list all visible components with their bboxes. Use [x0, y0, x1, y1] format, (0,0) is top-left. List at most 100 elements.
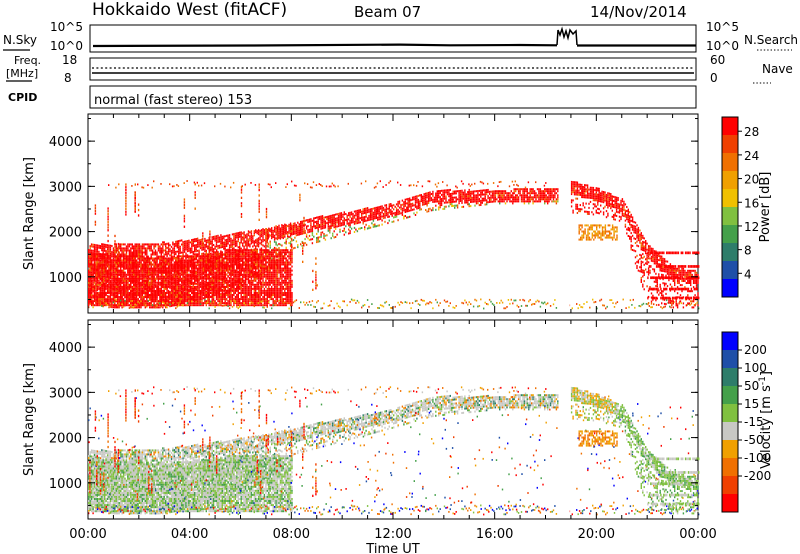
- data-cell: [535, 194, 537, 197]
- data-cell: [169, 269, 171, 272]
- data-cell: [379, 217, 382, 220]
- data-cell: [163, 267, 165, 270]
- data-cell: [93, 250, 96, 252]
- data-cell: [169, 285, 171, 288]
- data-cell: [512, 194, 514, 197]
- data-cell: [105, 285, 107, 288]
- data-cell: [503, 198, 505, 201]
- data-cell: [138, 306, 141, 309]
- data-cell: [462, 197, 465, 200]
- data-cell: [493, 190, 495, 193]
- data-cell: [265, 232, 267, 235]
- data-cell: [127, 261, 129, 264]
- data-cell: [120, 261, 122, 264]
- data-cell: [416, 197, 418, 200]
- data-cell: [332, 214, 334, 217]
- data-cell: [327, 221, 329, 224]
- data-cell: [120, 273, 122, 276]
- data-cell: [305, 233, 308, 236]
- data-cell: [316, 222, 318, 225]
- data-cell: [224, 251, 226, 254]
- data-cell: [153, 271, 155, 274]
- data-cell: [112, 261, 115, 264]
- data-cell: [542, 194, 544, 197]
- data-cell: [124, 265, 126, 268]
- data-cell: [507, 192, 510, 195]
- data-cell: [182, 298, 184, 301]
- data-cell: [429, 207, 431, 210]
- data-cell: [300, 233, 302, 236]
- data-cell: [263, 245, 266, 248]
- data-cell: [249, 245, 251, 248]
- data-cell: [133, 265, 135, 268]
- data-cell: [127, 243, 129, 246]
- data-cell: [115, 277, 117, 280]
- data-cell: [525, 196, 527, 199]
- data-cell: [167, 269, 170, 272]
- data-cell: [111, 279, 113, 282]
- data-cell: [150, 306, 152, 309]
- data-cell: [169, 278, 171, 281]
- data-cell: [525, 194, 527, 197]
- data-cell: [181, 300, 183, 303]
- data-cell: [271, 235, 273, 238]
- data-cell: [237, 236, 239, 239]
- data-cell: [153, 277, 155, 280]
- data-cell: [470, 194, 472, 197]
- data-cell: [240, 239, 242, 242]
- data-cell: [146, 255, 148, 258]
- data-cell: [390, 213, 392, 216]
- data-cell: [118, 279, 120, 282]
- data-cell: [340, 216, 343, 219]
- data-cell: [275, 241, 277, 244]
- data-cell: [127, 281, 129, 284]
- data-cell: [127, 277, 129, 280]
- data-cell: [178, 242, 180, 245]
- data-cell: [337, 212, 340, 215]
- data-cell: [218, 238, 221, 241]
- data-cell: [130, 257, 132, 260]
- data-cell: [381, 209, 383, 212]
- data-cell: [143, 261, 145, 264]
- data-cell: [141, 283, 144, 286]
- data-cell: [372, 217, 375, 220]
- data-cell: [276, 230, 279, 232]
- data-cell: [117, 294, 119, 296]
- data-cell: [120, 257, 122, 260]
- data-cell: [172, 279, 174, 282]
- data-cell: [307, 231, 309, 234]
- data-cell: [165, 247, 167, 250]
- data-cell: [375, 217, 377, 219]
- data-cell: [125, 302, 128, 305]
- data-cell: [305, 243, 308, 246]
- data-cell: [127, 279, 129, 282]
- data-cell: [443, 189, 446, 192]
- data-cell: [268, 227, 270, 230]
- data-cell: [353, 210, 356, 213]
- data-cell: [452, 204, 454, 207]
- data-cell: [101, 265, 103, 268]
- data-cell: [176, 240, 178, 243]
- data-cell: [163, 275, 165, 278]
- data-cell: [131, 263, 133, 266]
- data-cell: [364, 216, 366, 219]
- data-cell: [134, 285, 136, 288]
- data-cell: [451, 198, 453, 201]
- data-cell: [397, 205, 399, 207]
- data-cell: [191, 289, 193, 292]
- data-cell: [121, 298, 123, 301]
- data-cell: [188, 245, 190, 248]
- data-cell: [141, 253, 144, 256]
- data-cell: [156, 273, 158, 276]
- data-cell: [320, 231, 322, 234]
- data-cell: [153, 247, 155, 250]
- data-cell: [349, 226, 351, 228]
- data-cell: [291, 239, 293, 242]
- data-cell: [217, 234, 219, 237]
- data-cell: [365, 211, 367, 214]
- data-cell: [101, 289, 103, 292]
- data-cell: [175, 240, 177, 243]
- data-cell: [333, 230, 335, 233]
- data-cell: [528, 196, 530, 199]
- data-cell: [520, 200, 523, 203]
